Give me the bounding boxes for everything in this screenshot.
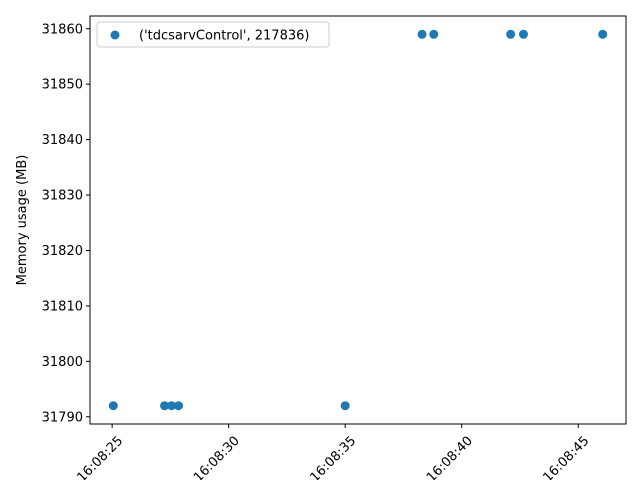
scatter-point xyxy=(598,29,608,39)
y-tick-label: 31790 xyxy=(42,410,83,425)
legend-marker xyxy=(110,30,120,40)
y-axis-label: Memory usage (MB) xyxy=(15,155,30,286)
scatter-point xyxy=(340,401,350,411)
y-tick-label: 31830 xyxy=(42,189,83,204)
scatter-point xyxy=(167,401,177,411)
scatter-point xyxy=(108,401,118,411)
scatter-point xyxy=(429,29,439,39)
y-tick-label: 31810 xyxy=(42,299,83,314)
y-tick-label: 31820 xyxy=(42,244,83,259)
legend-label: ('tdcsarvControl', 217836) xyxy=(139,29,309,44)
scatter-point xyxy=(518,29,528,39)
scatter-point xyxy=(174,401,184,411)
y-tick-label: 31850 xyxy=(42,78,83,93)
y-tick-label: 31800 xyxy=(42,355,83,370)
y-tick-label: 31860 xyxy=(42,22,83,37)
y-axis: 31790 31800 31810 31820 31830 31840 31850 31860 xyxy=(42,22,90,425)
y-tick-label: 31840 xyxy=(42,133,83,148)
legend-box xyxy=(96,21,330,48)
scatter-point xyxy=(160,401,170,411)
scatter-point xyxy=(417,29,427,39)
legend: ('tdcsarvControl', 217836) xyxy=(96,21,330,48)
axes-frame xyxy=(89,15,627,425)
data-points xyxy=(108,29,608,411)
scatter-point xyxy=(506,29,516,39)
